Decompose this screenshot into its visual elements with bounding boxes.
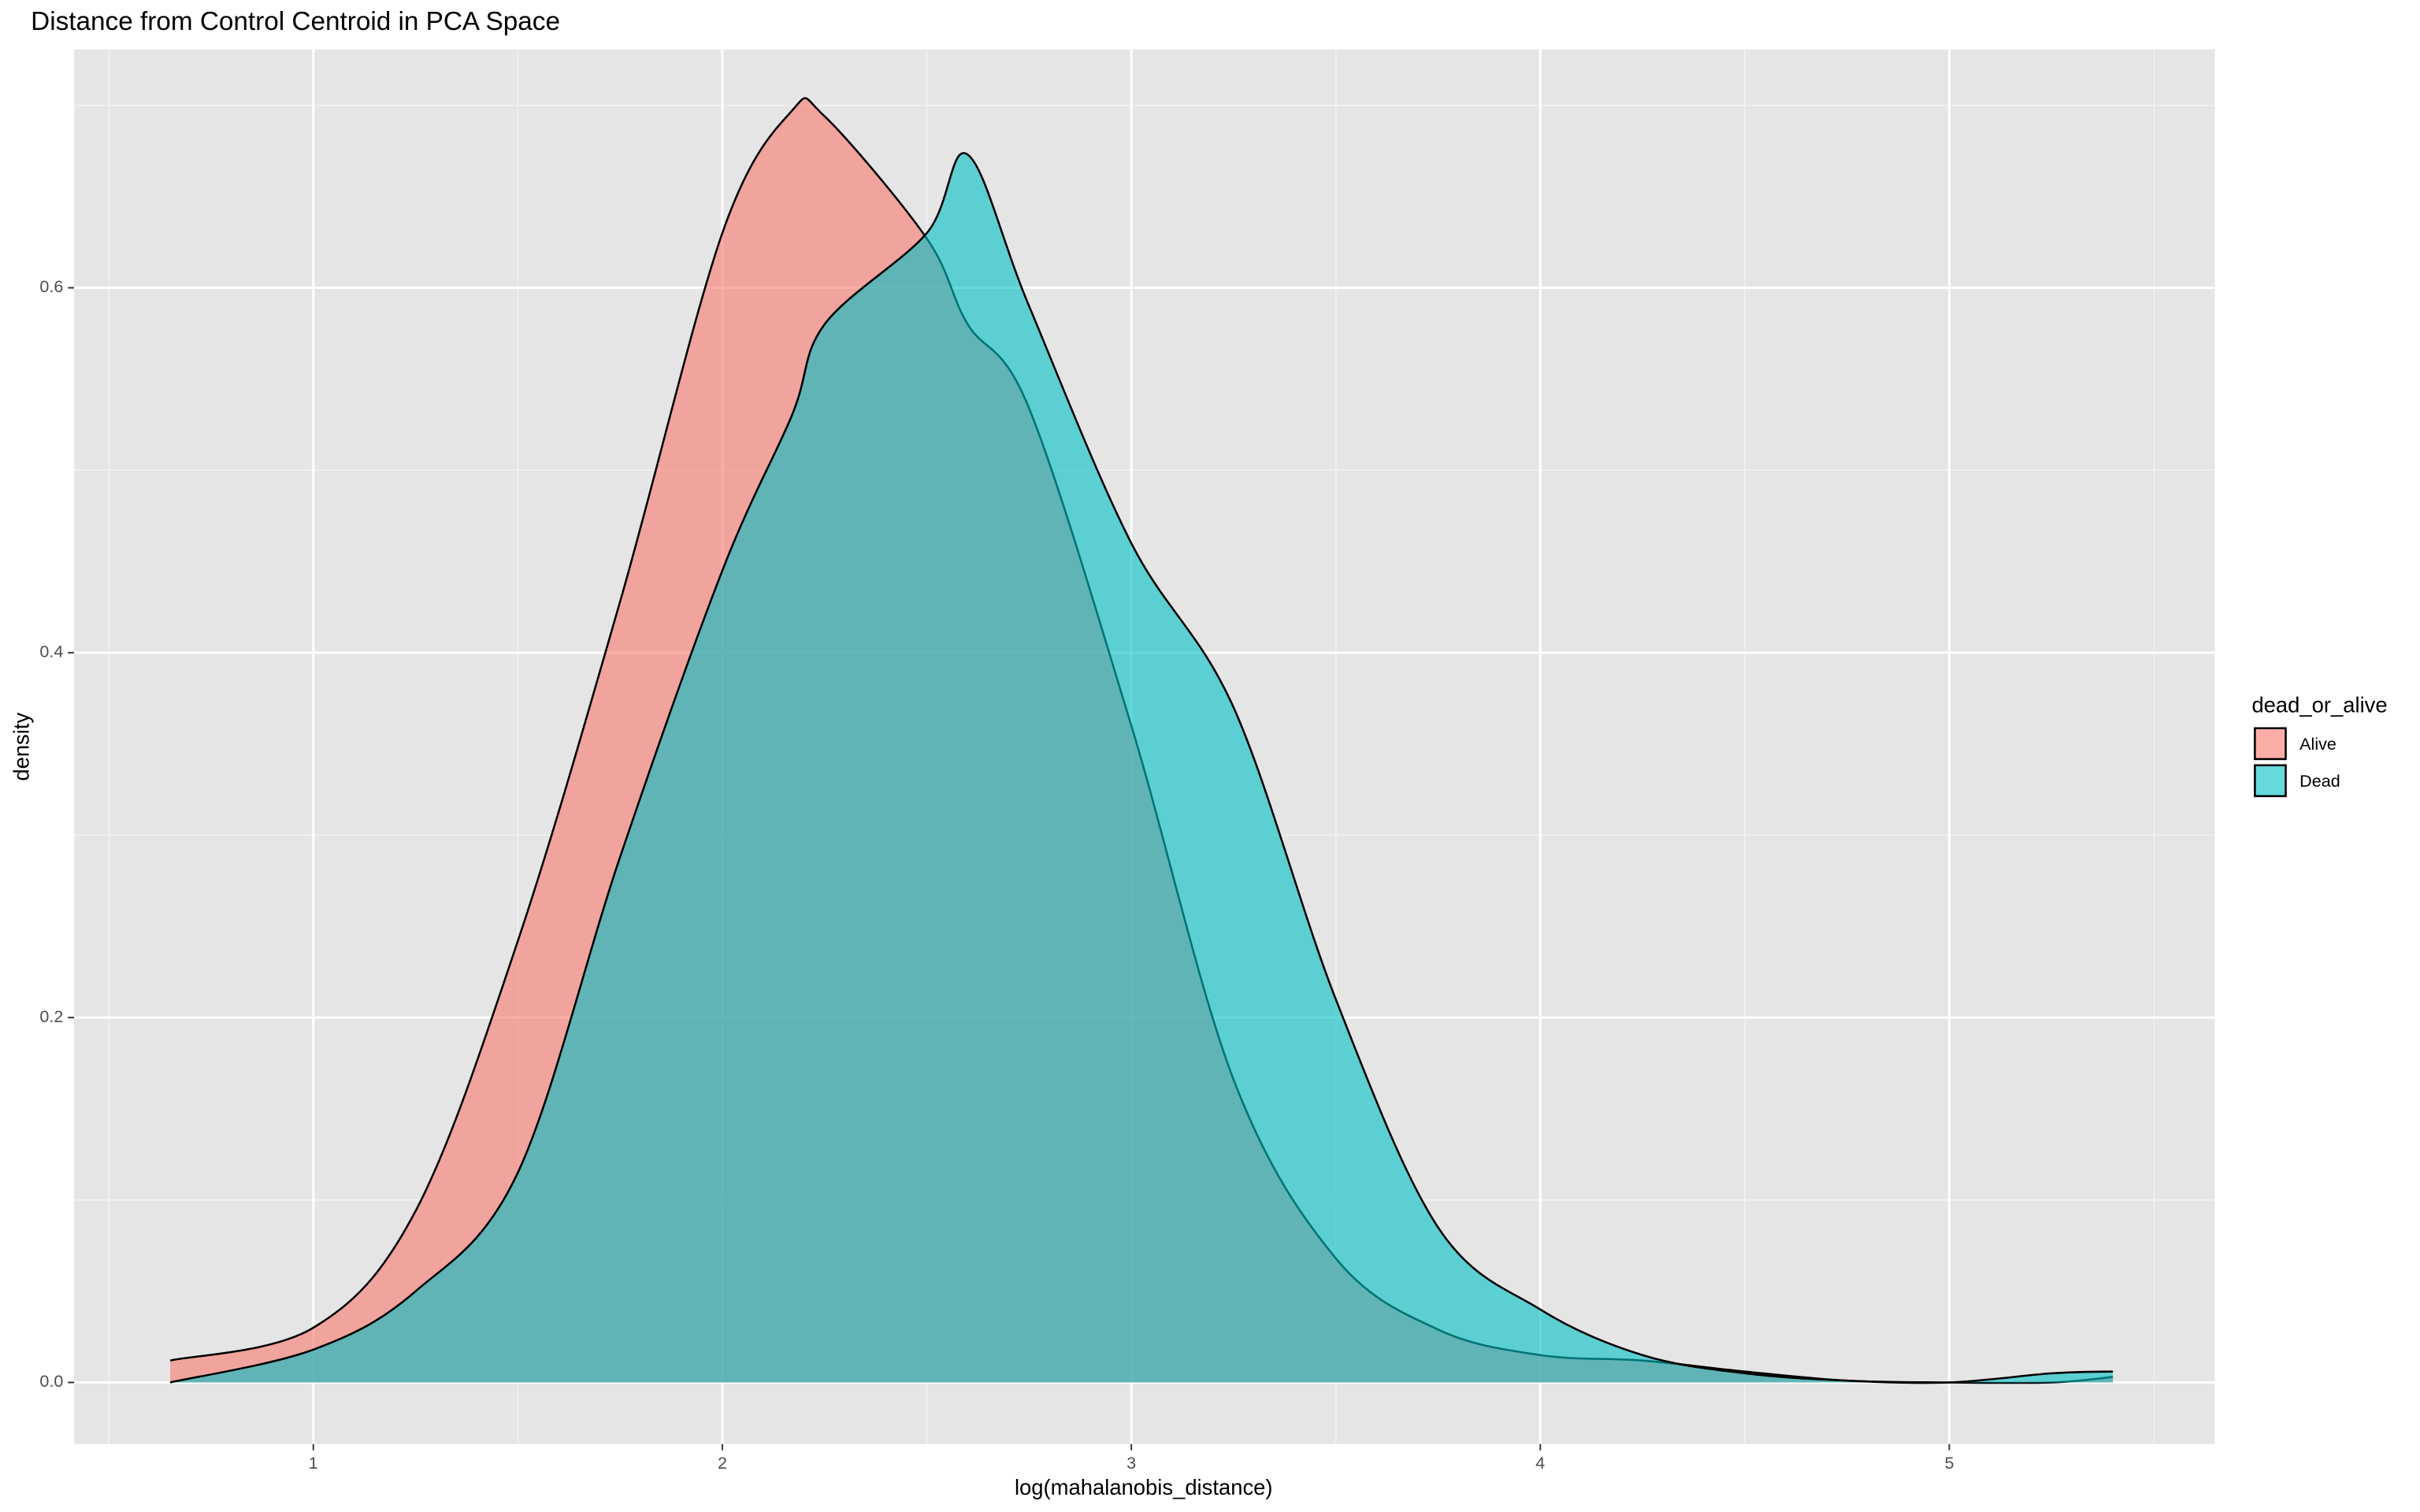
y-tick-label: 0.6 (39, 276, 63, 296)
x-tick-label: 3 (1126, 1453, 1136, 1473)
legend-label: Alive (2299, 734, 2336, 754)
y-axis-label: density (9, 713, 34, 781)
density-area (170, 153, 2114, 1384)
x-tick-label: 2 (718, 1453, 727, 1473)
legend: Alive Dead (2254, 727, 2340, 798)
x-axis-label: log(mahalanobis_distance) (1015, 1475, 1273, 1499)
y-tick-label: 0.0 (39, 1371, 63, 1391)
legend-label: Dead (2299, 771, 2340, 791)
density-line (169, 152, 2114, 1384)
legend-swatch (2254, 764, 2287, 798)
chart-title: Distance from Control Centroid in PCA Sp… (31, 7, 560, 36)
legend-title: dead_or_alive (2251, 693, 2387, 717)
legend-swatch (2254, 727, 2287, 761)
y-tick-label: 0.2 (39, 1006, 63, 1026)
x-tick-label: 1 (309, 1453, 318, 1473)
ticks: 1 2 3 4 5 0.0 0.2 0.4 0.6 (39, 276, 1954, 1473)
x-tick-label: 5 (1944, 1453, 1954, 1473)
areas (169, 97, 2114, 1384)
y-tick-label: 0.4 (39, 642, 63, 662)
x-tick-label: 4 (1535, 1453, 1545, 1473)
